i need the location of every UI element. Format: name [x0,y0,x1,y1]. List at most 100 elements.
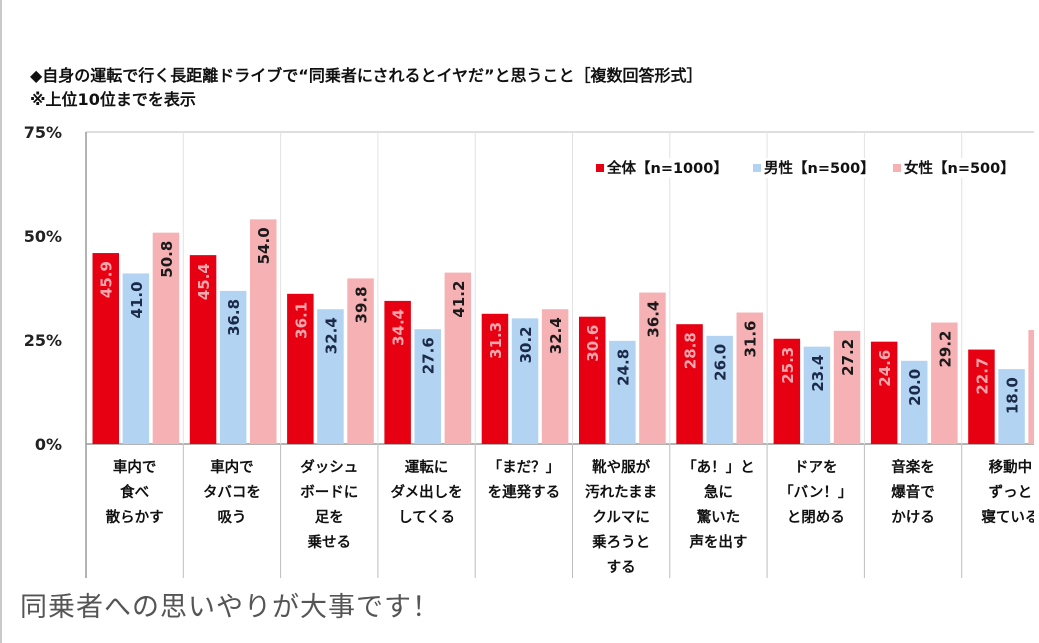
bar-value-label: 36.1 [292,302,310,339]
bar [189,255,217,444]
x-category-label: 足を [315,509,344,526]
x-category-label: 吸う [217,509,246,526]
bar-value-label: 41.0 [128,281,146,318]
bar [541,309,569,444]
bar-value-label: 45.9 [98,261,116,298]
legend-label: 女性【n=500】 [904,159,1015,177]
x-category-label: 急に [704,483,733,501]
x-category-label: 散らかす [106,508,164,526]
bar-value-label: 29.2 [936,331,954,368]
bar-value-label: 50.8 [158,241,176,278]
x-category-label: 「まだ？」 [488,458,561,476]
bar [511,318,539,444]
bar [219,290,247,444]
bar [901,360,928,444]
bar [287,293,314,444]
x-category-label: 移動中 [989,458,1033,476]
bar [870,341,898,444]
bar-value-label: 30.6 [584,325,602,362]
bar [676,324,703,444]
bar-value-label: 54.0 [255,227,273,264]
y-tick-label: 50% [24,227,62,246]
x-category-label: 爆音で [891,483,935,501]
bar [317,309,344,444]
x-category-label: 音楽を [891,458,935,476]
bar [968,349,995,444]
bar-value-label: 36.8 [225,299,243,336]
x-category-label: ダメ出しを [391,483,463,501]
bar-value-label: 22.7 [973,358,991,395]
bar-value-label: 41.2 [450,281,468,318]
y-tick-label: 75% [24,123,62,142]
left-border [0,0,2,643]
x-category-label: 車内で [113,458,157,476]
y-tick-label: 0% [35,435,62,454]
bar [152,232,180,444]
legend-label: 男性【n=500】 [764,159,875,177]
bar-value-label: 24.6 [876,350,894,387]
chart-title: ◆自身の運転で行く長距離ドライブで“同乗者にされるとイヤだ”と思うこと［複数回答… [30,66,703,85]
x-category-label: クルマに [592,509,650,526]
legend-bg [889,158,1039,178]
bar [92,253,119,444]
bar-value-label: 25.3 [779,347,797,384]
x-category-label: ボードに [300,484,358,501]
y-tick-label: 25% [24,331,62,350]
bar-value-label: 36.4 [644,301,662,338]
bar [444,272,472,444]
x-category-label: 靴や服が [592,458,650,476]
x-category-label: 驚いた [696,508,741,526]
bar [250,219,277,444]
bar [414,329,441,444]
bar-value-label: 24.8 [614,349,632,386]
bar-value-label: 45.4 [195,263,213,300]
x-category-label: かける [891,509,935,526]
x-category-label: タバコを [203,484,261,501]
legend-swatch [893,164,901,172]
x-category-label: 食べ [120,483,149,501]
bar-value-label: 26.0 [712,344,730,381]
bar [773,338,801,444]
legend-bg [749,158,904,178]
bar-value-label: 31.6 [742,321,760,358]
bar-value-label: 20.0 [906,369,924,406]
bar-value-label: 27.4 [1034,338,1039,375]
x-category-label: 声を出す [688,533,747,551]
x-category-label: 寝ている [981,508,1039,526]
bar [481,313,509,444]
legend-bg [592,158,747,178]
x-category-label: してくる [398,509,455,526]
bar [1028,330,1034,444]
bar [384,300,411,444]
legend-label: 全体【n=1000】 [606,159,728,177]
bar [931,322,958,444]
bar [803,346,831,444]
bar [833,330,861,444]
bar [639,292,666,444]
x-category-label: 汚れたまま [585,483,657,501]
bar [736,312,763,444]
x-category-label: する [607,559,636,576]
bar [579,316,606,444]
caption: 同乗者への思いやりが大事です！ [20,592,440,623]
bar [347,278,374,444]
bar-value-label: 30.2 [517,326,535,363]
x-category-label: ドアを [794,459,838,476]
x-category-label: を連発する [488,483,561,501]
bar-value-label: 27.2 [839,339,857,376]
x-category-label: 「バン！」 [779,483,852,501]
x-category-label: ダッシュ [300,458,358,476]
chart-subtitle: ※上位10位までを表示 [30,90,196,109]
bar-value-label: 28.8 [682,332,700,369]
legend-swatch [596,164,604,172]
bar [609,340,636,444]
bar-value-label: 32.4 [547,317,565,354]
x-category-label: と閉める [787,509,845,526]
bar-value-label: 32.4 [322,317,340,354]
x-category-label: 乗せる [308,533,352,551]
bar [998,369,1025,444]
bar-value-label: 34.4 [390,309,408,346]
bar-value-label: 31.3 [487,322,505,359]
